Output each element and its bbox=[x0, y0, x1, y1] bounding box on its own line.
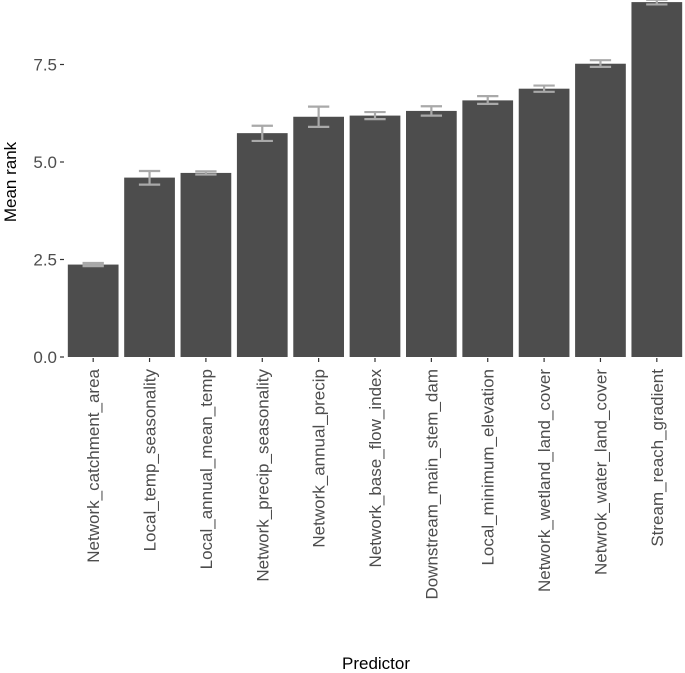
y-tick-label: 0.0 bbox=[33, 348, 57, 367]
x-tick-label: Network_wetland_land_cover bbox=[535, 369, 554, 592]
x-tick-label: Local_temp_seasonality bbox=[141, 369, 160, 552]
bar bbox=[462, 100, 514, 357]
x-tick-label: Network_catchment_area bbox=[84, 368, 103, 562]
x-axis-title: Predictor bbox=[342, 654, 410, 673]
error-bar bbox=[646, 0, 668, 6]
error-bar bbox=[533, 84, 555, 93]
x-tick-label: Network_annual_precip bbox=[310, 369, 329, 548]
x-tick-label: Local_annual_mean_temp bbox=[197, 369, 216, 569]
x-tick-label: Downstream_main_stem_dam bbox=[422, 369, 441, 600]
bars bbox=[67, 2, 683, 358]
error-bar bbox=[138, 169, 161, 186]
error-bar bbox=[477, 94, 499, 105]
y-axis-title: Mean rank bbox=[1, 141, 20, 222]
x-tick-label: Network_precip_seasonality bbox=[253, 369, 272, 582]
error-bar bbox=[251, 124, 273, 143]
error-bar bbox=[307, 105, 330, 129]
x-tick-label: Stream_reach_gradient bbox=[648, 369, 667, 547]
bar bbox=[124, 177, 175, 357]
x-axis: Network_catchment_area Local_temp_seasona… bbox=[84, 358, 667, 600]
x-tick-label: Network_base_flow_index bbox=[366, 369, 385, 568]
y-tick-label: 5.0 bbox=[33, 153, 57, 172]
bar bbox=[293, 116, 344, 357]
bar bbox=[631, 2, 683, 357]
y-tick-label: 2.5 bbox=[33, 251, 57, 270]
x-tick-label: Local_minimum_elevation bbox=[479, 369, 498, 566]
x-tick-label: Netwrok_water_land_cover bbox=[591, 369, 610, 575]
y-axis: 0.0 2.5 5.0 7.5 bbox=[33, 56, 64, 367]
error-bars bbox=[82, 0, 668, 268]
error-bar bbox=[82, 261, 104, 268]
error-bar bbox=[589, 59, 612, 68]
error-bar bbox=[195, 170, 217, 176]
bar bbox=[180, 172, 232, 357]
bar bbox=[67, 264, 119, 357]
error-bar bbox=[364, 110, 386, 121]
bar bbox=[349, 115, 401, 357]
bar bbox=[518, 88, 570, 358]
y-tick-label: 7.5 bbox=[33, 56, 57, 75]
bar bbox=[406, 110, 457, 357]
bar bbox=[236, 133, 288, 357]
error-bar bbox=[420, 105, 443, 117]
bar bbox=[575, 63, 626, 357]
